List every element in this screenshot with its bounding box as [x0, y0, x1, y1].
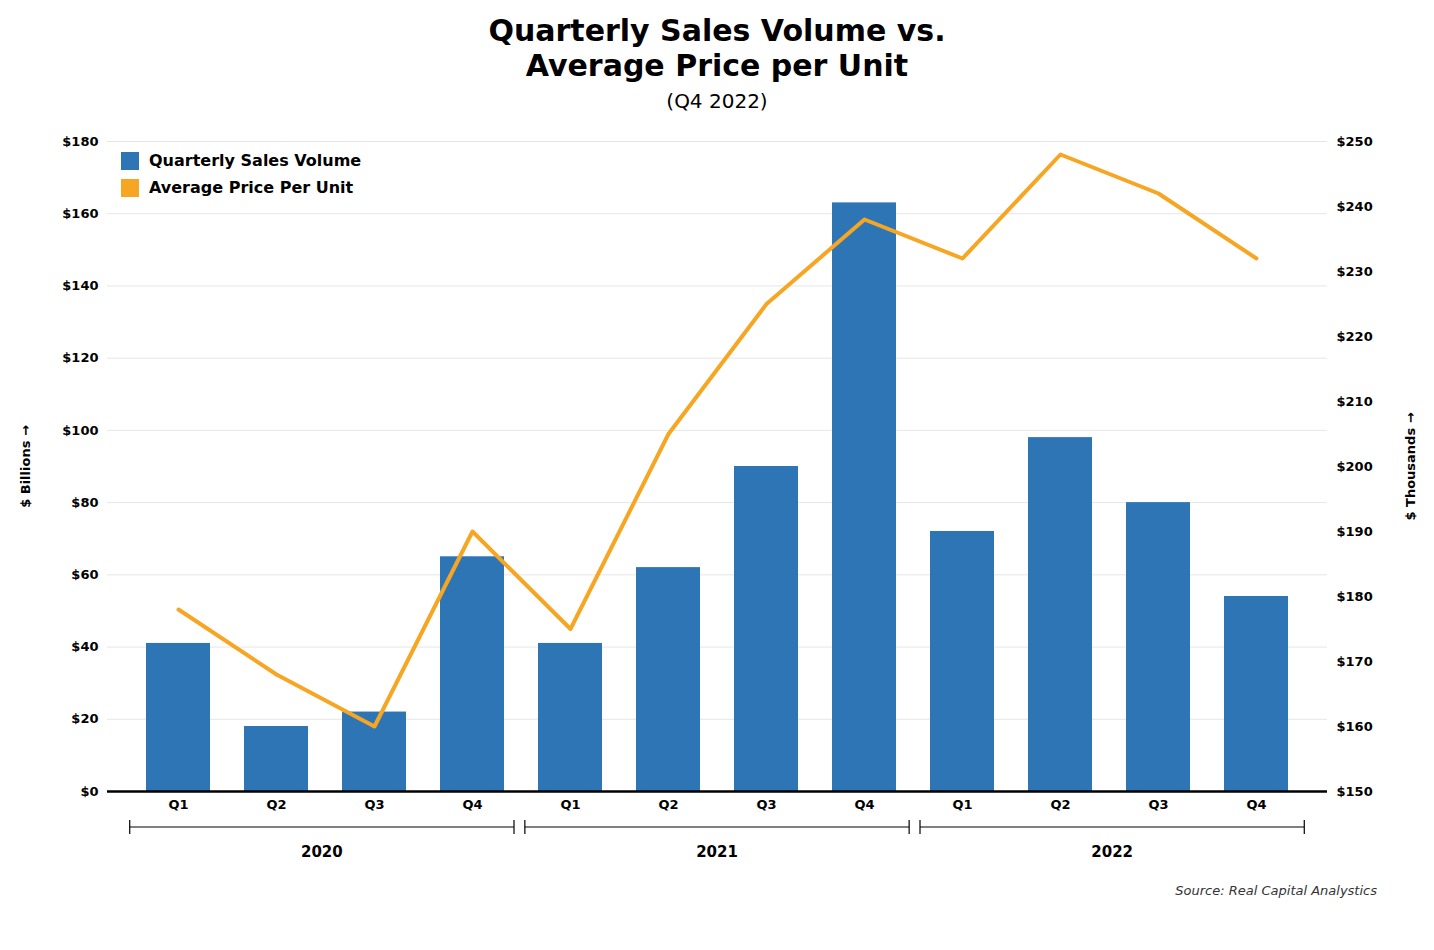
- svg-text:Q4: Q4: [462, 797, 482, 812]
- svg-text:$220: $220: [1337, 329, 1373, 344]
- svg-text:$160: $160: [1337, 719, 1373, 734]
- html-text:Source: Real Capital Analystic: Source: Real Capital Analystics: [1175, 883, 1377, 898]
- svg-text:$ Thousands →: $ Thousands →: [1403, 412, 1418, 520]
- svg-text:Q3: Q3: [756, 797, 776, 812]
- svg-text:Q1: Q1: [952, 797, 972, 812]
- svg-text:Q3: Q3: [364, 797, 384, 812]
- svg-text:$100: $100: [62, 423, 98, 438]
- svg-text:$180: $180: [62, 134, 98, 149]
- html-text:Quarterly Sales Volume: Quarterly Sales Volume: [149, 151, 362, 170]
- svg-text:$0: $0: [80, 784, 98, 799]
- svg-text:$ Billions →: $ Billions →: [18, 425, 33, 508]
- svg-text:2021: 2021: [696, 843, 738, 861]
- svg-text:2022: 2022: [1091, 843, 1133, 861]
- svg-text:$40: $40: [71, 639, 98, 654]
- svg-text:Q3: Q3: [1148, 797, 1168, 812]
- svg-text:$230: $230: [1337, 264, 1373, 279]
- svg-text:Q2: Q2: [1050, 797, 1070, 812]
- svg-text:$80: $80: [71, 495, 98, 510]
- svg-text:$210: $210: [1337, 394, 1373, 409]
- svg-text:$180: $180: [1337, 589, 1373, 604]
- svg-text:$200: $200: [1337, 459, 1373, 474]
- svg-text:Q4: Q4: [1246, 797, 1266, 812]
- svg-text:$140: $140: [62, 278, 98, 293]
- html-text:Quarterly Sales Volume vs. Ave: Quarterly Sales Volume vs. Average Price…: [488, 13, 946, 83]
- svg-text:Q2: Q2: [658, 797, 678, 812]
- svg-text:$20: $20: [71, 711, 98, 726]
- svg-text:$170: $170: [1337, 654, 1373, 669]
- svg-text:$120: $120: [62, 350, 98, 365]
- svg-text:2020: 2020: [301, 843, 343, 861]
- svg-text:Q1: Q1: [168, 797, 188, 812]
- html-text:(Q4 2022): (Q4 2022): [666, 89, 768, 113]
- svg-text:$250: $250: [1337, 134, 1373, 149]
- html-text:Average Price Per Unit: Average Price Per Unit: [149, 178, 354, 197]
- svg-text:Q1: Q1: [560, 797, 580, 812]
- svg-text:Q4: Q4: [854, 797, 874, 812]
- svg-text:$150: $150: [1337, 784, 1373, 799]
- svg-text:Q2: Q2: [266, 797, 286, 812]
- svg-text:$190: $190: [1337, 524, 1373, 539]
- svg-text:$60: $60: [71, 567, 98, 582]
- svg-text:$160: $160: [62, 206, 98, 221]
- svg-text:$240: $240: [1337, 199, 1373, 214]
